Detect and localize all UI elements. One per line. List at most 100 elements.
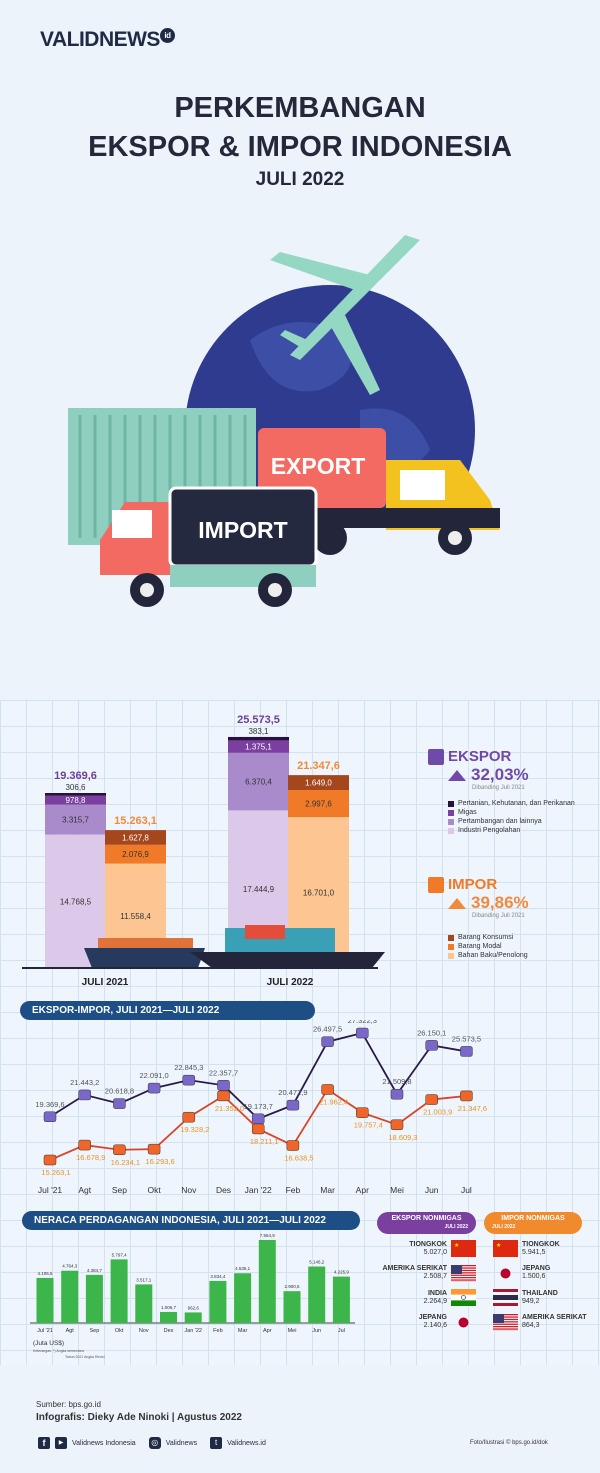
impor-point [356, 1107, 369, 1118]
ship-icon [84, 948, 205, 968]
photo-credit: Foto/Ilustrasi © bps.go.id/dok [470, 1440, 548, 1446]
impor-data-label: 18.211,1 [250, 1137, 279, 1146]
ship-icon [190, 952, 385, 968]
note-label: Keterangan: *) Angka sementara [33, 1349, 84, 1353]
balance-data-label: 1.005,7 [161, 1305, 177, 1310]
month-label: Des [164, 1328, 174, 1334]
impor-point [286, 1140, 300, 1151]
impor-nonmigas-row: ★ TIONGKOK 5.941,5 [493, 1240, 560, 1257]
month-label: Mar [238, 1328, 248, 1334]
country-name: JEPANG [418, 1314, 447, 1321]
social-instagram-label[interactable]: Validnews [165, 1439, 198, 1447]
country-value: 2.508,7 [423, 1273, 447, 1280]
month-label: Mei [288, 1328, 297, 1334]
month-label: Feb [213, 1328, 222, 1334]
ekspor-point [147, 1082, 161, 1094]
balance-data-label: 7.564,9 [260, 1233, 276, 1238]
ekspor-data-label: 25.573,5 [452, 1034, 481, 1043]
month-label: Agt [66, 1328, 75, 1334]
month-label: Jul '21 [38, 1185, 63, 1195]
ekspor-segment-label: 14.768,5 [60, 897, 92, 906]
ekspor-point [356, 1027, 369, 1039]
stacked-bar-chart: 14.768,5 3.315,7 978,8 306,619.369,6 17.444,… [22, 714, 385, 988]
facebook-icon[interactable]: f [38, 1437, 50, 1449]
balance-data-label: 5.797,4 [112, 1252, 128, 1257]
ekspor-data-label: 26.497,5 [313, 1025, 342, 1034]
country-info: TIONGKOK 5.027,0 [409, 1241, 447, 1257]
category-label: JULI 2022 [267, 977, 314, 988]
impor-box-icon [428, 876, 444, 893]
social-facebook-label[interactable]: Validnews Indonesia [72, 1439, 136, 1447]
usa-flag-icon [451, 1264, 476, 1282]
instagram-icon[interactable]: ◎ [148, 1437, 161, 1449]
impor-nonmigas-row: AMERIKA SERIKAT 864,3 [493, 1313, 587, 1331]
month-label: Jul [461, 1185, 472, 1195]
balance-bar [332, 1276, 350, 1323]
ekspor-segment-label: 3.315,7 [62, 816, 89, 825]
ekspor-data-label: 20.618,8 [105, 1087, 134, 1096]
balance-bar [110, 1259, 128, 1323]
legend-item: Migas [448, 808, 575, 817]
impor-point [460, 1090, 473, 1102]
month-label: Feb [286, 1185, 301, 1195]
balance-bar-chart: 4.106,5 Jul '21 4.764,3 Agt 4.384,7 Sep 5.797,… [30, 1233, 355, 1359]
balance-bar [61, 1270, 79, 1323]
month-label: Jul [338, 1328, 345, 1334]
ekspor-compare: Dibanding Juli 2021 [472, 785, 525, 791]
ekspor-data-label: 22.845,3 [174, 1063, 203, 1072]
china-flag-icon: ★ [493, 1240, 518, 1257]
country-name: TIONGKOK [522, 1240, 560, 1248]
ekspor-total-label: 25.573,5 [237, 714, 280, 726]
country-value: 2.264,9 [423, 1297, 447, 1305]
impor-nonmigas-row: JEPANG 1.500,6 [493, 1265, 550, 1282]
country-value: 1.500,6 [522, 1273, 546, 1280]
country-info: AMERIKA SERIKAT 864,3 [522, 1314, 587, 1330]
month-label: Jun [425, 1185, 439, 1195]
month-label: Mar [320, 1185, 335, 1195]
title-line2: EKSPOR & IMPOR INDONESIA [88, 131, 512, 163]
impor-data-label: 15.263,1 [41, 1168, 70, 1177]
impor-segment-label: 11.558,4 [120, 912, 151, 921]
impor-segment-label: 1.627,8 [122, 833, 149, 842]
impor-nonmigas-title: IMPOR NONMIGAS [501, 1215, 565, 1222]
legend-swatch [448, 952, 454, 959]
ekspor-segment [228, 736, 289, 741]
ship-cargo [98, 938, 193, 948]
up-triangle-icon [448, 897, 466, 909]
ekspor-data-label: 19.173,7 [244, 1102, 273, 1111]
month-label: Jul '21 [37, 1328, 53, 1334]
ekspor-point [43, 1111, 57, 1123]
social-twitter-label[interactable]: Validnews.id [227, 1439, 266, 1447]
country-name: AMERIKA SERIKAT [522, 1314, 587, 1321]
impor-label: IMPOR [448, 876, 498, 893]
impor-segment [288, 790, 349, 818]
month-label: Des [216, 1185, 231, 1195]
title-line1: PERKEMBANGAN [174, 92, 426, 124]
ekspor-segment-label: 306,6 [65, 783, 86, 792]
balance-data-label: 3.834,4 [210, 1274, 226, 1279]
country-name: AMERIKA SERIKAT [382, 1265, 447, 1272]
youtube-icon[interactable]: ▶ [55, 1437, 67, 1449]
impor-compare: Dibanding Juli 2021 [472, 913, 525, 919]
impor-change: 39,86% [471, 893, 529, 912]
ekspor-nonmigas-row: JEPANG 2.140,6 [419, 1314, 476, 1331]
impor-data-label: 19.757,4 [354, 1121, 383, 1130]
impor-segment-label: 1.649,0 [305, 779, 332, 788]
balance-data-label: 4.764,3 [62, 1264, 78, 1269]
credit: Infografis: Dieky Ade Ninoki | Agustus 2… [36, 1412, 242, 1423]
balance-chart-title: NERACA PERDAGANGAN INDONESIA, JULI 2021—… [22, 1211, 360, 1230]
source: Sumber: bps.go.id [36, 1400, 101, 1409]
balance-data-label: 962,6 [188, 1305, 200, 1310]
impor-nonmigas-sub: JULI 2022 [492, 1224, 516, 1230]
ekspor-segment [45, 793, 106, 796]
legend-label: Pertanian, Kehutanan, dan Perikanan [458, 800, 575, 807]
balance-bar [234, 1273, 252, 1323]
twitter-icon[interactable]: t [210, 1437, 223, 1449]
month-label: Nov [181, 1185, 197, 1195]
balance-data-label: 5.146,2 [309, 1260, 325, 1265]
impor-data-label: 21.352,0 [215, 1104, 244, 1113]
thailand-flag-icon [493, 1289, 518, 1306]
country-info: TIONGKOK 5.941,5 [522, 1241, 560, 1257]
balance-bar [36, 1277, 54, 1323]
note-label: Tahun 2021 Angka Revisi [65, 1355, 105, 1359]
